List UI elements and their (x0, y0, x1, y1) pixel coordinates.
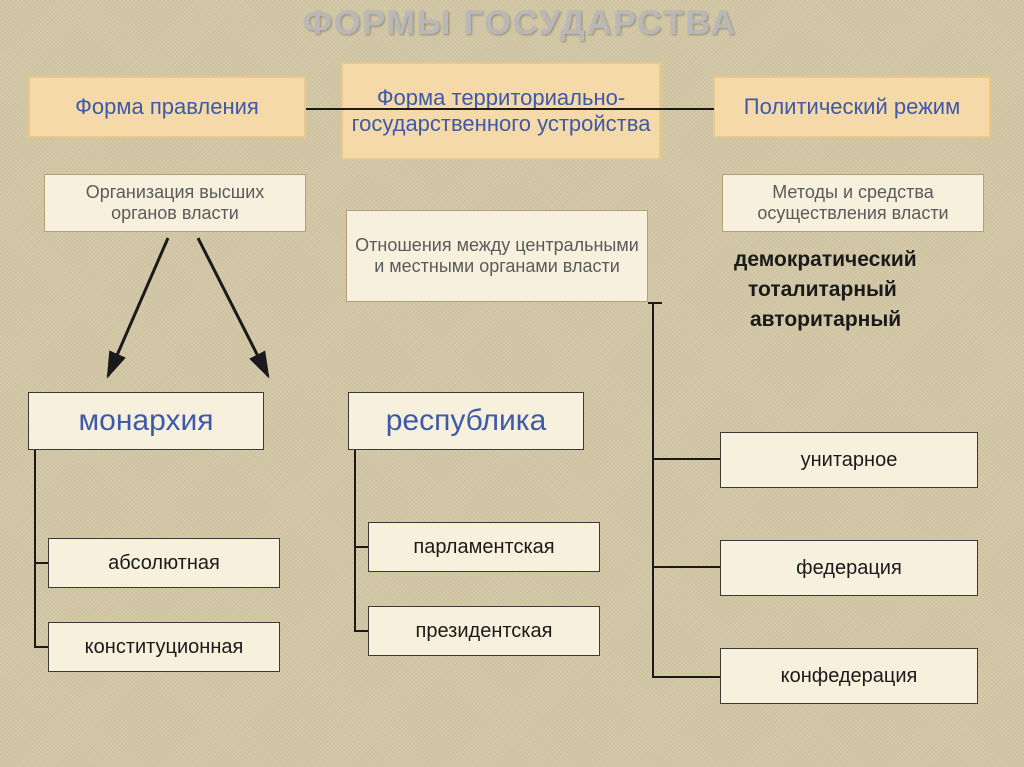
desc-organs: Организация высших органов власти (44, 174, 306, 232)
conn-territory-h2 (652, 566, 720, 568)
conn-republic-v (354, 450, 356, 632)
label: Отношения между центральными и местными … (355, 235, 639, 277)
label: конфедерация (781, 665, 918, 688)
box-presidential: президентская (368, 606, 600, 656)
desc-methods: Методы и средства осуществления власти (722, 174, 984, 232)
box-confederation: конфедерация (720, 648, 978, 704)
conn-top-h (306, 108, 714, 110)
label: Методы и средства осуществления власти (731, 182, 975, 224)
box-absolute: абсолютная (48, 538, 280, 588)
box-federation: федерация (720, 540, 978, 596)
label: парламентская (413, 536, 554, 559)
box-political-regime: Политический режим (713, 76, 991, 138)
box-form-territorial: Форма территориально-государственного ус… (341, 62, 661, 160)
label: Организация высших органов власти (53, 182, 297, 224)
regime-authoritarian: авторитарный (750, 308, 901, 332)
conn-territory-h3 (652, 676, 720, 678)
label: Форма правления (75, 94, 259, 120)
label: Форма территориально-государственного ус… (351, 85, 651, 137)
box-constitutional: конституционная (48, 622, 280, 672)
box-republic: республика (348, 392, 584, 450)
conn-territory-h0 (648, 302, 662, 304)
box-form-government: Форма правления (28, 76, 306, 138)
label: Политический режим (744, 94, 960, 120)
conn-monarchy-h2 (34, 646, 48, 648)
box-parliamentary: парламентская (368, 522, 600, 572)
regime-democratic: демократический (734, 248, 917, 272)
page-title: ФОРМЫ ГОСУДАРСТВА (300, 4, 740, 43)
box-monarchy: монархия (28, 392, 264, 450)
conn-monarchy-h1 (34, 562, 48, 564)
label: конституционная (85, 636, 244, 659)
regime-totalitarian: тоталитарный (748, 278, 897, 302)
label: республика (386, 404, 547, 438)
conn-territory-h1 (652, 458, 720, 460)
desc-relations: Отношения между центральными и местными … (346, 210, 648, 302)
conn-monarchy-v (34, 450, 36, 648)
label: унитарное (801, 449, 898, 472)
label: абсолютная (108, 552, 220, 575)
conn-territory-v (652, 302, 654, 678)
conn-republic-h1 (354, 546, 368, 548)
label: президентская (416, 620, 553, 643)
label: федерация (796, 557, 902, 580)
box-unitary: унитарное (720, 432, 978, 488)
label: монархия (79, 404, 214, 438)
conn-republic-h2 (354, 630, 368, 632)
